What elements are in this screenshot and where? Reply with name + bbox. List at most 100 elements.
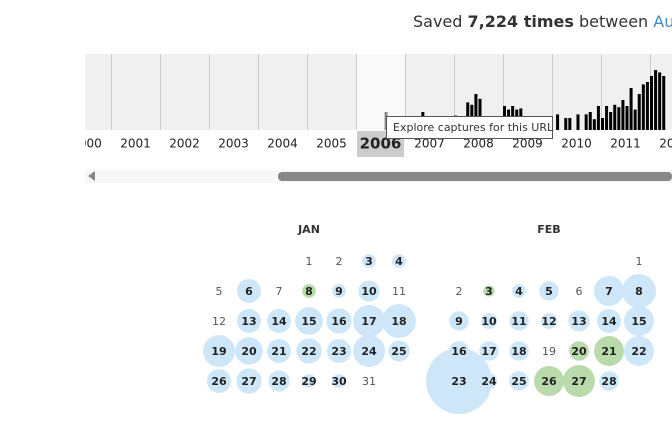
day-number[interactable]: 21 bbox=[601, 345, 616, 358]
day-number[interactable]: 26 bbox=[211, 375, 227, 388]
day-number[interactable]: 21 bbox=[271, 345, 286, 358]
day-number[interactable]: 20 bbox=[571, 345, 587, 358]
day-number[interactable]: 7 bbox=[605, 285, 613, 298]
capture-circle[interactable] bbox=[568, 310, 590, 332]
year-label[interactable]: 2007 bbox=[414, 137, 445, 151]
scroll-thumb[interactable] bbox=[278, 172, 672, 181]
day-number[interactable]: 9 bbox=[455, 315, 463, 328]
capture-circle[interactable] bbox=[534, 366, 564, 396]
capture-circle[interactable] bbox=[624, 306, 654, 336]
day-number[interactable]: 28 bbox=[271, 375, 286, 388]
capture-circle[interactable] bbox=[332, 374, 346, 388]
day-number[interactable]: 3 bbox=[485, 285, 493, 298]
capture-circle[interactable] bbox=[479, 341, 499, 361]
day-number[interactable]: 25 bbox=[391, 345, 406, 358]
capture-circle[interactable] bbox=[594, 276, 624, 306]
day-number[interactable]: 27 bbox=[241, 375, 256, 388]
day-number[interactable]: 14 bbox=[601, 315, 617, 328]
day-number[interactable]: 18 bbox=[511, 345, 526, 358]
scroll-arrow[interactable] bbox=[88, 171, 95, 181]
day-number[interactable]: 4 bbox=[515, 285, 523, 298]
day-number[interactable]: 24 bbox=[481, 375, 497, 388]
day-number[interactable]: 8 bbox=[635, 285, 643, 298]
capture-circle[interactable] bbox=[449, 311, 469, 331]
scrollbar[interactable] bbox=[85, 170, 672, 183]
year-label[interactable]: 2003 bbox=[218, 137, 249, 151]
capture-circle[interactable] bbox=[237, 279, 261, 303]
year-label[interactable]: 2004 bbox=[267, 137, 298, 151]
capture-circle[interactable] bbox=[326, 308, 352, 334]
day-number[interactable]: 15 bbox=[301, 315, 316, 328]
day-number[interactable]: 23 bbox=[331, 345, 346, 358]
day-number[interactable]: 17 bbox=[361, 315, 376, 328]
day-number[interactable]: 11 bbox=[511, 315, 526, 328]
capture-circle[interactable] bbox=[382, 304, 416, 338]
day-number[interactable]: 27 bbox=[571, 375, 586, 388]
day-number[interactable]: 16 bbox=[451, 345, 467, 358]
capture-circle[interactable] bbox=[426, 348, 492, 414]
year-label[interactable]: 2005 bbox=[316, 137, 347, 151]
capture-circle[interactable] bbox=[267, 309, 291, 333]
day-number[interactable]: 29 bbox=[301, 375, 316, 388]
capture-circle[interactable] bbox=[358, 280, 380, 302]
capture-circle[interactable] bbox=[362, 254, 376, 268]
capture-circle[interactable] bbox=[594, 336, 624, 366]
day-number[interactable]: 10 bbox=[361, 285, 377, 298]
day-number[interactable]: 9 bbox=[335, 285, 343, 298]
day-number[interactable]: 6 bbox=[245, 285, 253, 298]
year-label[interactable]: 2000 bbox=[71, 137, 102, 151]
year-label[interactable]: 2008 bbox=[463, 137, 494, 151]
capture-circle[interactable] bbox=[509, 371, 529, 391]
capture-circle[interactable] bbox=[207, 369, 231, 393]
day-number[interactable]: 28 bbox=[601, 375, 616, 388]
capture-circle[interactable] bbox=[237, 309, 261, 333]
day-number[interactable]: 13 bbox=[241, 315, 256, 328]
day-number[interactable]: 20 bbox=[241, 345, 257, 358]
capture-circle[interactable] bbox=[539, 281, 559, 301]
capture-circle[interactable] bbox=[235, 337, 263, 365]
capture-circle[interactable] bbox=[509, 341, 529, 361]
day-number[interactable]: 8 bbox=[305, 285, 313, 298]
capture-circle[interactable] bbox=[569, 341, 589, 361]
day-number[interactable]: 25 bbox=[511, 375, 526, 388]
capture-circle[interactable] bbox=[268, 370, 290, 392]
capture-circle[interactable] bbox=[622, 274, 656, 308]
capture-circle[interactable] bbox=[388, 340, 410, 362]
day-number[interactable]: 26 bbox=[541, 375, 557, 388]
day-number[interactable]: 14 bbox=[271, 315, 287, 328]
day-number[interactable]: 12 bbox=[541, 315, 556, 328]
capture-circle[interactable] bbox=[597, 309, 621, 333]
year-label[interactable]: 2010 bbox=[561, 137, 592, 151]
day-number[interactable]: 22 bbox=[301, 345, 316, 358]
capture-circle[interactable] bbox=[353, 335, 385, 367]
capture-circle[interactable] bbox=[624, 336, 654, 366]
year-label[interactable]: 2011 bbox=[610, 137, 641, 151]
capture-circle[interactable] bbox=[296, 338, 322, 364]
capture-circle[interactable] bbox=[302, 284, 316, 298]
capture-circle[interactable] bbox=[599, 371, 619, 391]
capture-circle[interactable] bbox=[302, 374, 316, 388]
capture-circle[interactable] bbox=[483, 285, 495, 297]
day-number[interactable]: 18 bbox=[391, 315, 406, 328]
year-label[interactable]: 2012 bbox=[659, 137, 672, 151]
capture-circle[interactable] bbox=[512, 284, 526, 298]
day-number[interactable]: 23 bbox=[451, 375, 466, 388]
year-label[interactable]: 2002 bbox=[169, 137, 200, 151]
year-label[interactable]: 2001 bbox=[120, 137, 151, 151]
day-number[interactable]: 15 bbox=[631, 315, 646, 328]
capture-circle[interactable] bbox=[563, 365, 595, 397]
year-label[interactable]: 2009 bbox=[512, 137, 543, 151]
day-number[interactable]: 16 bbox=[331, 315, 347, 328]
day-number[interactable]: 17 bbox=[481, 345, 496, 358]
date-link[interactable]: Augus bbox=[653, 12, 672, 31]
timeline[interactable]: 2000 2001 2002 2003 2004 2005 2006 2007 2008 2009… bbox=[71, 54, 672, 157]
day-number[interactable]: 3 bbox=[365, 255, 373, 268]
day-number[interactable]: 22 bbox=[631, 345, 646, 358]
day-number[interactable]: 30 bbox=[331, 375, 347, 388]
day-number[interactable]: 10 bbox=[481, 315, 497, 328]
capture-circle[interactable] bbox=[353, 305, 385, 337]
day-number[interactable]: 19 bbox=[211, 345, 226, 358]
capture-circle[interactable] bbox=[332, 284, 346, 298]
capture-circle[interactable] bbox=[481, 313, 497, 329]
capture-circle[interactable] bbox=[295, 307, 323, 335]
